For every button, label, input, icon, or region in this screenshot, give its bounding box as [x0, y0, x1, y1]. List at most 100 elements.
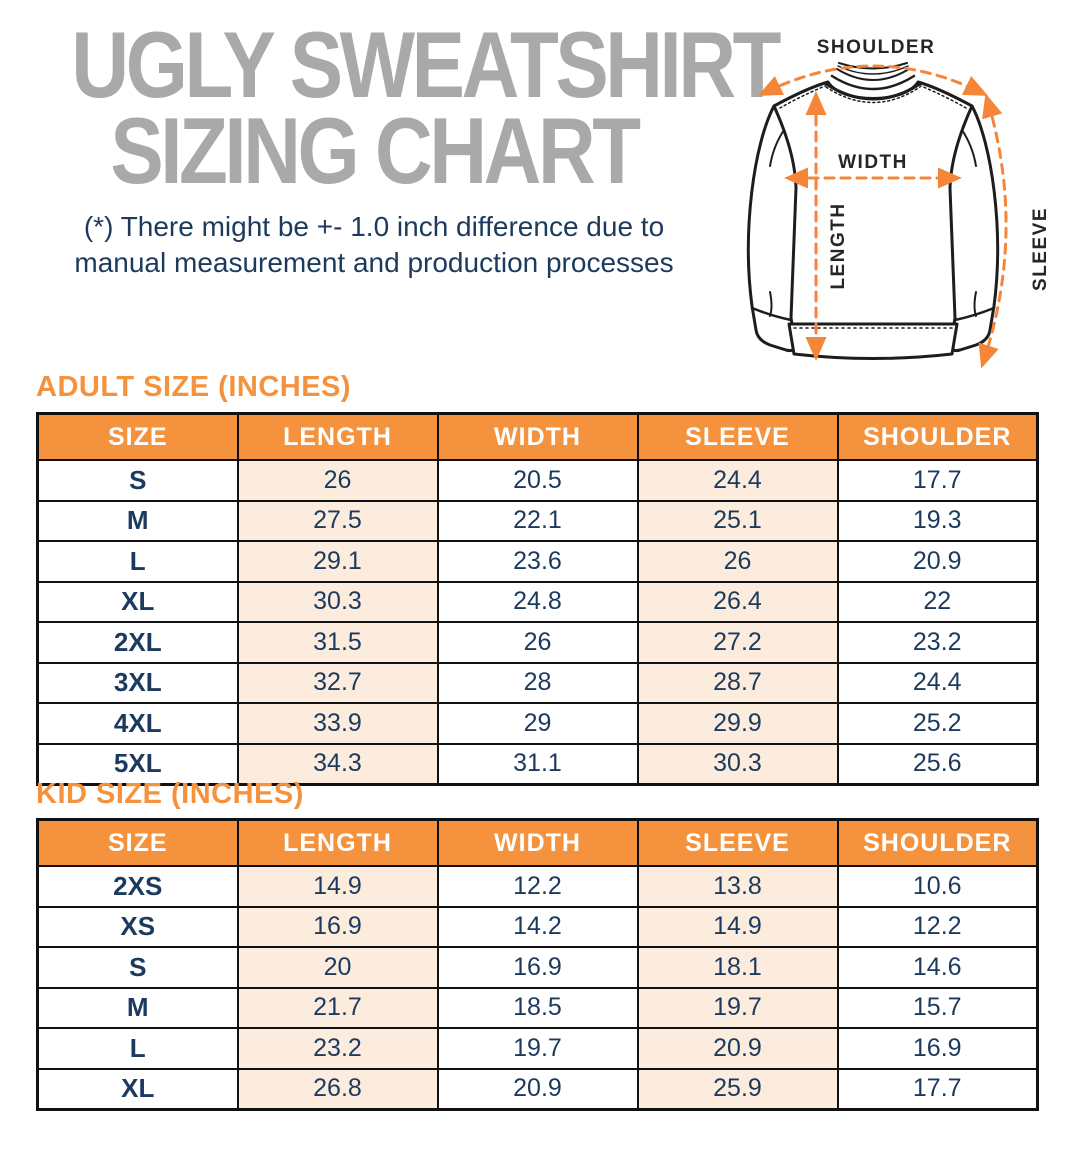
table-row: XL 30.3 24.8 26.4 22 [36, 580, 1039, 623]
value-cell: 26.8 [236, 1067, 439, 1111]
sweatshirt-illustration [746, 62, 1000, 360]
value-cell: 10.6 [836, 865, 1039, 908]
table-row: L 23.2 19.7 20.9 16.9 [36, 1027, 1039, 1070]
value-cell: 24.4 [636, 459, 839, 502]
value-cell: 17.7 [836, 1067, 1039, 1111]
value-cell: 26 [436, 621, 639, 664]
table-row: 3XL 32.7 28 28.7 24.4 [36, 661, 1039, 704]
table-row: 5XL 34.3 31.1 30.3 25.6 [36, 742, 1039, 786]
table-header-row: SIZE LENGTH WIDTH SLEEVE SHOULDER [36, 818, 1039, 867]
value-cell: 28 [436, 661, 639, 704]
size-cell: M [36, 986, 239, 1029]
value-cell: 18.1 [636, 946, 839, 989]
value-cell: 27.2 [636, 621, 839, 664]
value-cell: 24.8 [436, 580, 639, 623]
table-row: L 29.1 23.6 26 20.9 [36, 540, 1039, 583]
value-cell: 26 [236, 459, 439, 502]
page-title-line2: SIZING CHART [110, 98, 641, 204]
size-cell: 4XL [36, 702, 239, 745]
value-cell: 22.1 [436, 499, 639, 542]
value-cell: 14.9 [236, 865, 439, 908]
column-header-length: LENGTH [236, 412, 439, 461]
column-header-sleeve: SLEEVE [636, 412, 839, 461]
size-cell: 2XS [36, 865, 239, 908]
value-cell: 12.2 [436, 865, 639, 908]
value-cell: 29.1 [236, 540, 439, 583]
table-row: S 26 20.5 24.4 17.7 [36, 459, 1039, 502]
value-cell: 26.4 [636, 580, 839, 623]
value-cell: 25.6 [836, 742, 1039, 786]
value-cell: 30.3 [636, 742, 839, 786]
diagram-length-label: LENGTH [828, 202, 849, 289]
value-cell: 12.2 [836, 905, 1039, 948]
value-cell: 14.9 [636, 905, 839, 948]
size-cell: 3XL [36, 661, 239, 704]
value-cell: 20.9 [436, 1067, 639, 1111]
value-cell: 25.1 [636, 499, 839, 542]
measurement-arrows [757, 64, 1008, 369]
value-cell: 15.7 [836, 986, 1039, 1029]
size-cell: L [36, 1027, 239, 1070]
value-cell: 16.9 [236, 905, 439, 948]
value-cell: 29.9 [636, 702, 839, 745]
column-header-width: WIDTH [436, 412, 639, 461]
value-cell: 24.4 [836, 661, 1039, 704]
column-header-shoulder: SHOULDER [836, 412, 1039, 461]
diagram-shoulder-label: SHOULDER [817, 37, 936, 58]
value-cell: 30.3 [236, 580, 439, 623]
value-cell: 21.7 [236, 986, 439, 1029]
value-cell: 23.2 [236, 1027, 439, 1070]
adult-size-heading: ADULT SIZE (INCHES) [36, 371, 352, 403]
table-row: 2XS 14.9 12.2 13.8 10.6 [36, 865, 1039, 908]
size-cell: XS [36, 905, 239, 948]
value-cell: 16.9 [436, 946, 639, 989]
sweatshirt-measurement-diagram: SHOULDER WIDTH LENGTH SLEEVE [746, 37, 1051, 369]
value-cell: 20.5 [436, 459, 639, 502]
value-cell: 25.9 [636, 1067, 839, 1111]
table-row: S 20 16.9 18.1 14.6 [36, 946, 1039, 989]
value-cell: 32.7 [236, 661, 439, 704]
column-header-shoulder: SHOULDER [836, 818, 1039, 867]
value-cell: 29 [436, 702, 639, 745]
sleeve-measure-arrow [978, 93, 1008, 369]
table-row: 2XL 31.5 26 27.2 23.2 [36, 621, 1039, 664]
size-cell: M [36, 499, 239, 542]
table-row: M 27.5 22.1 25.1 19.3 [36, 499, 1039, 542]
size-cell: XL [36, 580, 239, 623]
table-row: XL 26.8 20.9 25.9 17.7 [36, 1067, 1039, 1111]
value-cell: 19.7 [636, 986, 839, 1029]
disclaimer-text: (*) There might be +- 1.0 inch differenc… [18, 209, 730, 282]
shoulder-measure-arrow [757, 64, 989, 96]
size-cell: 2XL [36, 621, 239, 664]
diagram-width-label: WIDTH [838, 152, 908, 173]
column-header-length: LENGTH [236, 818, 439, 867]
size-cell: XL [36, 1067, 239, 1111]
column-header-size: SIZE [36, 818, 239, 867]
value-cell: 18.5 [436, 986, 639, 1029]
value-cell: 14.6 [836, 946, 1039, 989]
value-cell: 20.9 [636, 1027, 839, 1070]
value-cell: 19.3 [836, 499, 1039, 542]
adult-size-table: SIZE LENGTH WIDTH SLEEVE SHOULDER S 26 2… [36, 412, 1039, 786]
value-cell: 20 [236, 946, 439, 989]
column-header-width: WIDTH [436, 818, 639, 867]
kid-size-heading: KID SIZE (INCHES) [36, 778, 304, 810]
value-cell: 23.6 [436, 540, 639, 583]
value-cell: 19.7 [436, 1027, 639, 1070]
table-header-row: SIZE LENGTH WIDTH SLEEVE SHOULDER [36, 412, 1039, 461]
value-cell: 17.7 [836, 459, 1039, 502]
value-cell: 23.2 [836, 621, 1039, 664]
table-row: XS 16.9 14.2 14.9 12.2 [36, 905, 1039, 948]
value-cell: 26 [636, 540, 839, 583]
column-header-size: SIZE [36, 412, 239, 461]
size-cell: L [36, 540, 239, 583]
value-cell: 25.2 [836, 702, 1039, 745]
value-cell: 14.2 [436, 905, 639, 948]
diagram-sleeve-label: SLEEVE [1030, 207, 1051, 291]
column-header-sleeve: SLEEVE [636, 818, 839, 867]
value-cell: 31.1 [436, 742, 639, 786]
value-cell: 13.8 [636, 865, 839, 908]
value-cell: 27.5 [236, 499, 439, 542]
table-row: M 21.7 18.5 19.7 15.7 [36, 986, 1039, 1029]
value-cell: 16.9 [836, 1027, 1039, 1070]
